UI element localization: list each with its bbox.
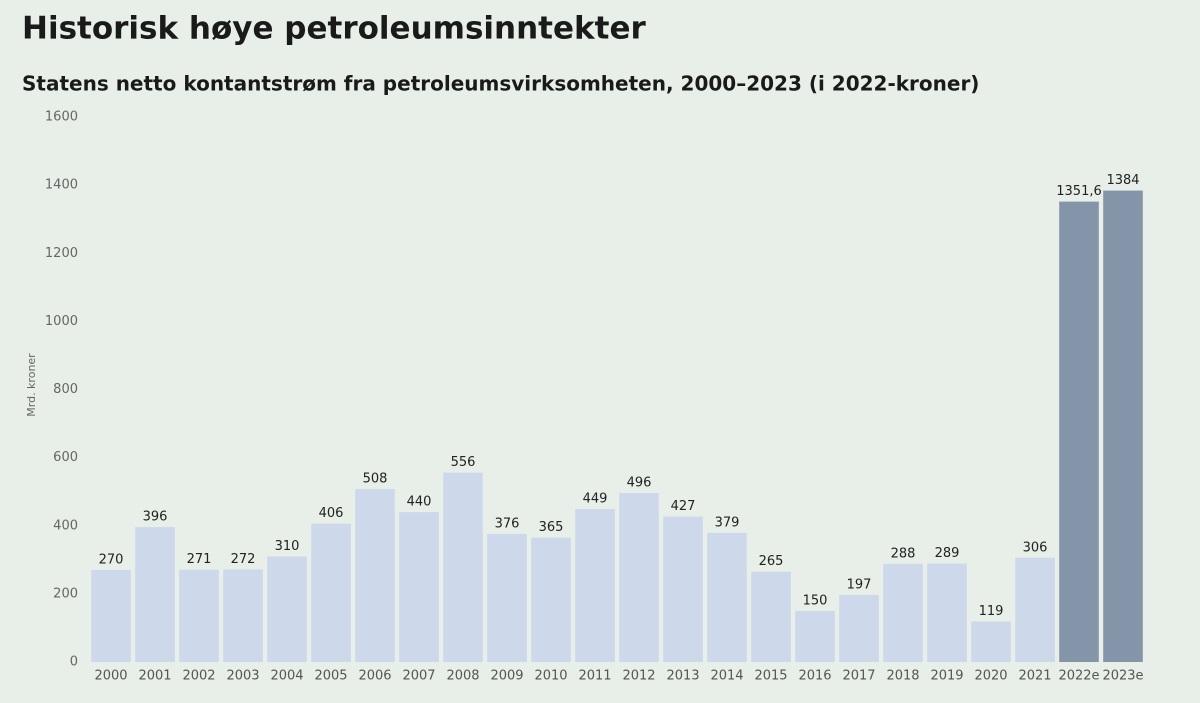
value-label: 119 [979,604,1004,619]
bar [795,610,835,662]
value-label: 427 [671,499,696,514]
value-label: 449 [583,492,608,507]
bar [971,621,1011,662]
value-label: 270 [99,553,124,568]
bar [443,472,483,662]
value-label: 1384 [1106,173,1139,188]
value-label: 310 [275,539,300,554]
x-tick-label: 2002 [182,669,215,684]
x-tick-label: 2010 [534,669,567,684]
x-tick-label: 2009 [490,669,523,684]
x-tick-label: 2003 [226,669,259,684]
y-tick-label: 1600 [45,110,78,125]
value-label: 508 [363,471,388,486]
value-label: 365 [539,520,564,535]
value-label: 496 [627,476,652,491]
bar [1059,201,1099,662]
y-tick-label: 1000 [45,314,78,329]
bar [707,532,747,662]
bar [883,563,923,662]
x-tick-label: 2005 [314,669,347,684]
value-label: 376 [495,516,520,531]
bar [1103,190,1143,662]
value-label: 197 [847,577,872,592]
bar [311,523,351,662]
bar [531,537,571,662]
x-tick-label: 2000 [94,669,127,684]
bar [575,509,615,662]
y-tick-label: 200 [53,586,78,601]
y-tick-label: 0 [70,655,78,670]
x-tick-label: 2020 [974,669,1007,684]
bar [751,571,791,662]
x-tick-label: 2006 [358,669,391,684]
value-label: 289 [935,546,960,561]
bar [223,569,263,662]
y-tick-label: 800 [53,382,78,397]
x-tick-label: 2016 [798,669,831,684]
y-tick-label: 1400 [45,178,78,193]
y-tick-label: 400 [53,518,78,533]
bar [179,569,219,662]
x-tick-label: 2019 [930,669,963,684]
x-tick-label: 2007 [402,669,435,684]
x-tick-label: 2014 [710,669,743,684]
x-tick-label: 2008 [446,669,479,684]
y-axis-label: Mrd. kroner [25,353,38,417]
value-label: 272 [231,552,256,567]
x-tick-label: 2013 [666,669,699,684]
bar [399,512,439,662]
y-tick-label: 600 [53,450,78,465]
value-label: 150 [803,593,828,608]
value-label: 379 [715,515,740,530]
value-label: 406 [319,506,344,521]
value-label: 271 [187,552,212,567]
bar [267,556,307,662]
x-tick-label: 2011 [578,669,611,684]
bar [135,527,175,662]
x-tick-label: 2017 [842,669,875,684]
y-tick-label: 1200 [45,246,78,261]
value-label: 1351,6 [1056,184,1102,199]
bar [487,533,527,662]
x-tick-label: 2015 [754,669,787,684]
chart-title: Historisk høye petroleumsinntekter [22,11,646,47]
x-tick-label: 2021 [1018,669,1051,684]
value-label: 440 [407,495,432,510]
chart-subtitle: Statens netto kontantstrøm fra petroleum… [22,72,979,96]
bar [619,493,659,662]
value-label: 288 [891,546,916,561]
x-tick-label: 2022e [1058,669,1099,684]
value-label: 396 [143,510,168,525]
bar [839,594,879,662]
bar [927,563,967,662]
bar [355,488,395,662]
x-tick-label: 2001 [138,669,171,684]
x-tick-label: 2004 [270,669,303,684]
value-label: 556 [451,455,476,470]
value-label: 265 [759,554,784,569]
x-tick-label: 2023e [1102,669,1143,684]
bar [91,570,131,662]
value-label: 306 [1023,540,1048,555]
bar [1015,557,1055,662]
x-tick-label: 2018 [886,669,919,684]
x-tick-label: 2012 [622,669,655,684]
bar [663,516,703,662]
